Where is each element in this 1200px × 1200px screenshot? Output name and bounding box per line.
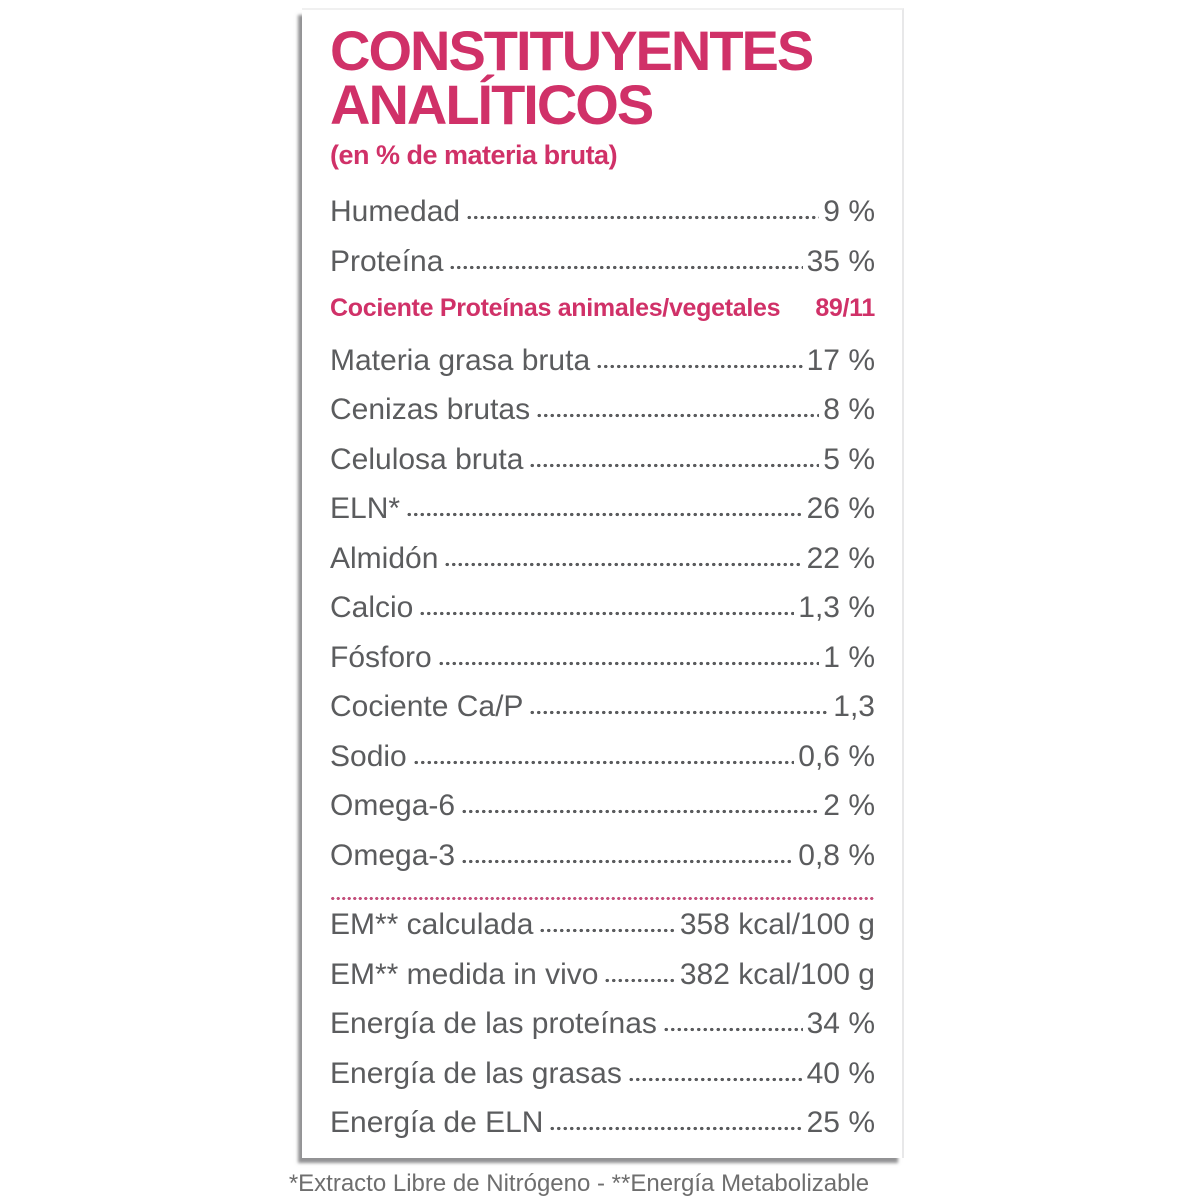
nutrient-value: 1,3 % bbox=[798, 591, 875, 624]
nutrient-label: EM** calculada bbox=[330, 908, 534, 941]
nutrient-label: Celulosa bruta bbox=[330, 442, 524, 476]
nutrient-label: Omega-6 bbox=[330, 789, 456, 822]
nutrient-value: 0,8 % bbox=[798, 838, 875, 872]
nutrient-value: 26 % bbox=[806, 492, 875, 525]
dotted-leader bbox=[662, 1026, 803, 1033]
energy-row-em-medida: EM** medida in vivo 382 kcal/100 g bbox=[330, 958, 875, 1008]
nutrient-label: EM** medida in vivo bbox=[330, 957, 599, 991]
nutrient-value: 2 % bbox=[823, 789, 875, 822]
dotted-leader bbox=[449, 263, 803, 271]
nutrient-row-cociente-cap: Cociente Ca/P 1,3 bbox=[330, 690, 875, 740]
dotted-leader bbox=[466, 214, 820, 221]
nutrient-label: Proteína bbox=[330, 244, 444, 278]
nutrient-row-humedad: Humedad 9 % bbox=[330, 195, 875, 245]
nutrient-value: 17 % bbox=[806, 343, 875, 377]
nutrient-label: Energía de las proteínas bbox=[330, 1007, 657, 1040]
energy-row-eln: Energía de ELN 25 % bbox=[330, 1106, 875, 1156]
nutrient-value: 40 % bbox=[806, 1056, 875, 1090]
nutrient-row-cenizas: Cenizas brutas 8 % bbox=[330, 393, 875, 443]
nutrient-value: 1,3 bbox=[833, 690, 875, 723]
nutrient-row-almidon: Almidón 22 % bbox=[330, 542, 875, 592]
dotted-leader bbox=[437, 659, 820, 667]
dotted-leader bbox=[461, 808, 820, 815]
analytical-constituents-panel: CONSTITUYENTES ANALÍTICOS (en % de mater… bbox=[302, 8, 904, 1158]
nutrient-label: Fósforo bbox=[330, 640, 432, 674]
panel-title-line2: ANALÍTICOS bbox=[330, 73, 654, 136]
nutrient-row-calcio: Calcio 1,3 % bbox=[330, 591, 875, 641]
nutrient-label: Materia grasa bruta bbox=[330, 343, 591, 377]
dotted-leader bbox=[539, 927, 676, 934]
dotted-leader bbox=[412, 758, 795, 766]
nutrient-label: Cociente Ca/P bbox=[330, 690, 524, 723]
nutrient-row-materia-grasa: Materia grasa bruta 17 % bbox=[330, 344, 875, 394]
nutrient-value: 358 kcal/100 g bbox=[679, 908, 875, 941]
dotted-leader bbox=[536, 412, 820, 419]
dotted-leader bbox=[549, 1125, 803, 1132]
nutrient-value: 5 % bbox=[823, 442, 875, 476]
panel-subtitle: (en % de materia bruta) bbox=[330, 140, 618, 170]
dotted-leader bbox=[461, 857, 795, 865]
dotted-leader bbox=[529, 709, 830, 716]
nutrient-label: Omega-3 bbox=[330, 838, 456, 872]
nutrient-row-celulosa: Celulosa bruta 5 % bbox=[330, 443, 875, 493]
nutrient-row-sodio: Sodio 0,6 % bbox=[330, 740, 875, 790]
energy-row-em-calculada: EM** calculada 358 kcal/100 g bbox=[330, 908, 875, 958]
nutrient-value: 1 % bbox=[823, 640, 875, 674]
panel-title: CONSTITUYENTES ANALÍTICOS bbox=[330, 19, 875, 136]
protein-ratio-value: 89/11 bbox=[815, 294, 875, 322]
nutrient-label: Energía de las grasas bbox=[330, 1056, 622, 1090]
panel-title-line1: CONSTITUYENTES bbox=[330, 19, 814, 82]
dotted-leader bbox=[406, 511, 803, 518]
nutrient-list: Humedad 9 % Proteína 35 % Cociente Prote… bbox=[330, 195, 875, 1156]
nutrient-label: Humedad bbox=[330, 195, 461, 228]
dotted-leader bbox=[596, 362, 803, 370]
nutrient-row-proteina: Proteína 35 % bbox=[330, 245, 875, 295]
nutrient-row-omega3: Omega-3 0,8 % bbox=[330, 839, 875, 889]
dotted-leader bbox=[444, 560, 803, 568]
nutrient-label: ELN* bbox=[330, 492, 401, 525]
nutrient-value: 25 % bbox=[806, 1106, 875, 1139]
nutrient-label: Cenizas brutas bbox=[330, 393, 531, 426]
nutrient-label: Almidón bbox=[330, 541, 439, 575]
nutrient-value: 35 % bbox=[806, 244, 875, 278]
nutrient-row-eln: ELN* 26 % bbox=[330, 492, 875, 542]
nutrient-label: Sodio bbox=[330, 739, 407, 773]
nutrient-value: 382 kcal/100 g bbox=[679, 957, 875, 991]
nutrient-value: 34 % bbox=[806, 1007, 875, 1040]
dotted-leader bbox=[529, 461, 820, 469]
nutrient-value: 9 % bbox=[823, 195, 875, 228]
nutrient-label: Calcio bbox=[330, 591, 414, 624]
protein-ratio-row: Cociente Proteínas animales/vegetales 89… bbox=[330, 294, 875, 344]
pink-dotted-divider bbox=[330, 888, 875, 908]
dotted-leader bbox=[419, 610, 795, 617]
energy-row-proteinas: Energía de las proteínas 34 % bbox=[330, 1007, 875, 1057]
dotted-leader bbox=[604, 976, 676, 984]
footnote: *Extracto Libre de Nitrógeno - **Energía… bbox=[288, 1170, 870, 1197]
protein-ratio-label: Cociente Proteínas animales/vegetales bbox=[330, 294, 781, 322]
nutrient-value: 8 % bbox=[823, 393, 875, 426]
nutrient-value: 22 % bbox=[806, 541, 875, 575]
nutrient-label: Energía de ELN bbox=[330, 1106, 544, 1139]
nutrient-row-omega6: Omega-6 2 % bbox=[330, 789, 875, 839]
energy-row-grasas: Energía de las grasas 40 % bbox=[330, 1057, 875, 1107]
nutrient-value: 0,6 % bbox=[798, 739, 875, 773]
nutrient-row-fosforo: Fósforo 1 % bbox=[330, 641, 875, 691]
dotted-leader bbox=[627, 1075, 803, 1083]
